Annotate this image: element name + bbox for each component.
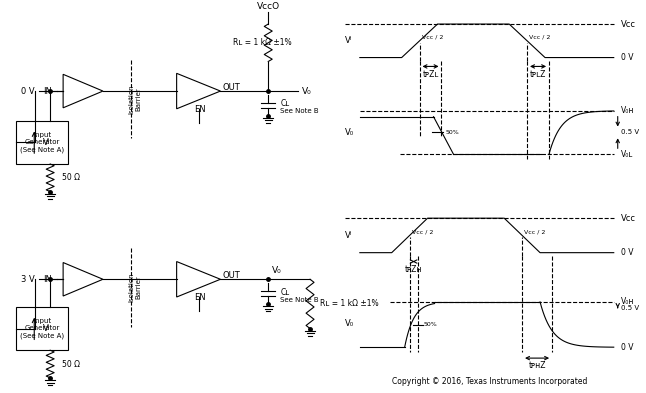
Text: VᴄᴄO: VᴄᴄO — [256, 2, 280, 11]
Text: Cʟ: Cʟ — [280, 99, 289, 108]
Text: V₀: V₀ — [302, 86, 312, 95]
Text: IN: IN — [43, 86, 52, 95]
Text: IN: IN — [43, 275, 52, 284]
Text: 0 V: 0 V — [621, 53, 633, 62]
Text: 50 Ω: 50 Ω — [62, 360, 80, 369]
Text: Isolation
Barrier: Isolation Barrier — [129, 272, 141, 302]
Text: 50%: 50% — [424, 322, 437, 327]
Text: Vᴄᴄ / 2: Vᴄᴄ / 2 — [422, 35, 443, 40]
Text: Vᴄᴄ / 2: Vᴄᴄ / 2 — [524, 230, 545, 235]
Text: 0 V: 0 V — [621, 248, 633, 257]
Text: 50 Ω: 50 Ω — [62, 173, 80, 182]
Text: V₀: V₀ — [272, 266, 282, 275]
Text: V₀ʟ: V₀ʟ — [621, 150, 633, 159]
Text: tᴘʟZ: tᴘʟZ — [530, 70, 547, 79]
Text: Rʟ = 1 kΩ ±1%: Rʟ = 1 kΩ ±1% — [320, 299, 379, 309]
Text: Isolation
Barrier: Isolation Barrier — [129, 84, 141, 114]
Text: tᴘʜZ: tᴘʜZ — [528, 362, 546, 371]
Text: Vᴵ: Vᴵ — [345, 231, 352, 240]
Text: Input
Generator
(See Note A): Input Generator (See Note A) — [20, 318, 64, 339]
Text: Vᴄᴄ / 2: Vᴄᴄ / 2 — [412, 230, 433, 235]
Text: Vᴄᴄ: Vᴄᴄ — [621, 214, 636, 223]
Text: V₀ʜ: V₀ʜ — [621, 106, 634, 115]
Text: See Note B: See Note B — [280, 108, 319, 114]
Text: See Note B: See Note B — [280, 297, 319, 303]
Text: OUT: OUT — [222, 83, 240, 92]
Text: Cʟ: Cʟ — [280, 288, 289, 297]
Text: EN: EN — [194, 105, 206, 114]
Text: Copyright © 2016, Texas Instruments Incorporated: Copyright © 2016, Texas Instruments Inco… — [391, 377, 587, 386]
Text: tᴘZʜ: tᴘZʜ — [405, 265, 422, 274]
Text: Rʟ = 1 kΩ ±1%: Rʟ = 1 kΩ ±1% — [233, 38, 292, 47]
Text: 3 V: 3 V — [21, 275, 35, 284]
Text: Vᴵ: Vᴵ — [43, 324, 50, 333]
Text: Vᴵ: Vᴵ — [345, 36, 352, 45]
Bar — [16, 121, 68, 164]
Text: 0 V: 0 V — [21, 86, 35, 95]
Text: Vᴄᴄ: Vᴄᴄ — [621, 20, 636, 29]
Text: Input
Generator
(See Note A): Input Generator (See Note A) — [20, 132, 64, 152]
Text: EN: EN — [194, 294, 206, 303]
Text: OUT: OUT — [222, 271, 240, 280]
Text: Vᴄᴄ / 2: Vᴄᴄ / 2 — [529, 35, 550, 40]
Text: 0.5 V: 0.5 V — [621, 129, 639, 136]
Text: 0.5 V: 0.5 V — [621, 305, 639, 311]
Text: 50%: 50% — [446, 130, 459, 135]
Text: V₀ʜ: V₀ʜ — [621, 298, 634, 307]
Text: V₀: V₀ — [345, 319, 354, 328]
Bar — [16, 307, 68, 350]
Text: tᴘZʟ: tᴘZʟ — [422, 70, 439, 79]
Text: V₀: V₀ — [345, 128, 354, 137]
Text: 0 V: 0 V — [621, 343, 633, 352]
Text: Vᴵ: Vᴵ — [43, 138, 50, 147]
